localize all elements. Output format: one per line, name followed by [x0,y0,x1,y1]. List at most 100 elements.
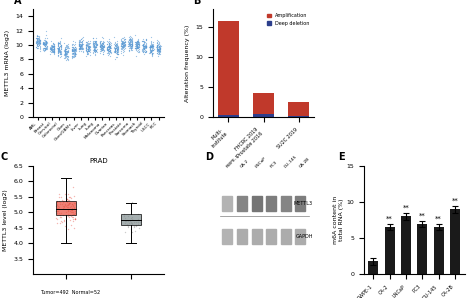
Point [126,38,134,42]
Point [128,43,136,48]
Point [97,45,105,49]
Point [75,38,82,42]
Point [111,49,119,54]
Point [149,41,156,46]
Point [146,44,154,49]
Point [120,41,128,46]
Point [133,39,141,44]
Point [61,54,69,58]
Point [47,44,55,49]
Point [147,47,155,52]
Point [128,38,136,43]
Point [56,50,64,55]
Point [69,49,76,53]
Point [50,45,58,50]
Point [98,45,106,50]
Point [100,43,108,47]
Point [55,195,63,199]
Point [91,40,99,45]
Point [129,199,137,204]
Point [125,48,133,52]
Point [90,44,98,48]
Point [138,49,146,53]
Point [127,38,134,43]
Point [70,55,78,60]
Point [135,49,143,54]
Point [141,40,148,45]
Point [72,46,79,51]
Point [40,41,48,46]
Point [46,47,54,52]
Point [106,41,113,46]
Point [136,220,144,225]
Point [47,46,55,51]
Point [84,49,91,53]
Point [155,44,163,49]
Point [99,49,107,54]
Point [72,51,79,55]
Point [105,49,113,53]
Point [133,43,140,47]
Point [111,46,118,51]
Point [142,37,150,41]
Point [47,46,55,51]
Point [71,46,79,51]
Point [78,40,86,45]
Point [50,46,57,51]
Point [75,42,82,47]
Text: GAPDH: GAPDH [295,234,313,239]
Point [41,39,48,44]
Point [127,220,135,225]
Point [54,49,61,54]
Point [140,44,147,48]
Point [112,42,120,47]
Point [142,49,150,54]
Point [111,46,118,50]
Point [127,41,134,46]
Point [49,47,56,52]
Point [71,201,79,206]
Point [36,37,44,42]
Point [82,46,90,50]
Text: **: ** [386,216,393,222]
Point [78,42,86,47]
Point [107,45,114,49]
Point [57,42,65,47]
Point [127,40,134,44]
Point [69,48,76,52]
Point [139,46,147,51]
Point [113,49,121,54]
Point [63,49,71,54]
Point [120,44,128,48]
Point [149,50,157,55]
Point [41,41,49,46]
Bar [288,102,310,117]
Point [56,215,64,220]
Point [97,44,104,49]
Point [32,41,40,46]
Point [120,41,128,46]
Point [86,38,93,43]
Point [98,41,106,46]
Point [66,204,73,209]
Point [55,41,63,45]
Point [55,44,63,49]
Point [148,46,156,51]
Point [128,45,136,50]
Point [41,40,48,45]
Point [148,43,155,48]
Point [34,33,41,38]
Point [148,52,155,57]
Bar [218,21,239,117]
Point [64,42,71,46]
Point [57,46,64,51]
Point [119,49,127,54]
Point [39,46,47,50]
Point [106,45,114,50]
Point [139,49,147,53]
Point [125,38,133,43]
Point [114,44,122,48]
Point [118,41,126,45]
Point [146,45,154,49]
Point [136,45,143,50]
